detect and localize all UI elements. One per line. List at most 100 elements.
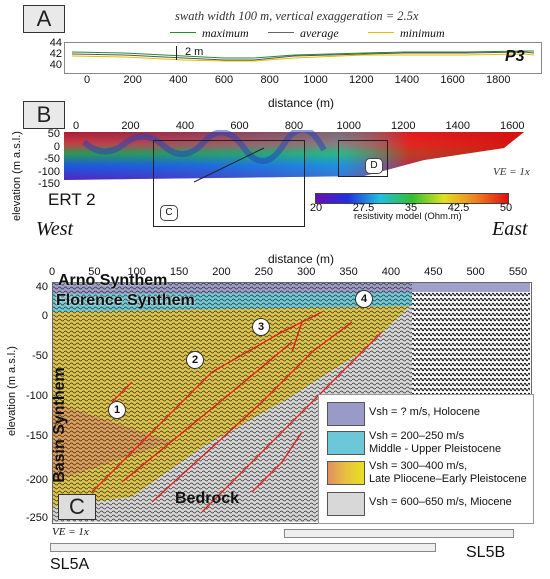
inset-d-tag: D <box>365 158 383 174</box>
panel-a-x-tick: 1200 <box>349 74 374 86</box>
line-sl5b-label: SL5B <box>466 544 506 561</box>
east-label: East <box>492 218 528 240</box>
legend-average: average <box>300 26 339 40</box>
legend-swatch-pleistocene <box>327 431 365 455</box>
panel-c-y-tick: -250 <box>25 512 48 524</box>
panel-c-ve: VE = 1x <box>52 526 89 538</box>
panel-c-x-tick: 500 <box>466 266 485 278</box>
panel-c-x-tick: 200 <box>212 266 231 278</box>
panel-a-x-tick: 1800 <box>486 74 511 86</box>
inset-c-box[interactable] <box>153 140 305 227</box>
panel-c-y-ticks: 40 0 -50 -100 -150 -200 -250 <box>0 0 50 579</box>
west-label: West <box>36 218 74 240</box>
marker-1: 1 <box>108 401 126 419</box>
unit-florence-synthem: Florence Synthem <box>56 292 195 309</box>
legend-maximum-swatch <box>170 32 196 33</box>
panel-c-x-tick: 550 <box>508 266 528 278</box>
panel-c-y-tick: 40 <box>35 281 48 293</box>
colorbar-tick: 42.5 <box>447 202 470 214</box>
inset-d-box[interactable] <box>338 140 388 177</box>
panel-a-plot-frame <box>64 42 542 74</box>
unit-bedrock: Bedrock <box>175 490 240 507</box>
panel-b-x-tick: 1400 <box>445 120 470 132</box>
panel-c-y-tick: -150 <box>25 430 48 442</box>
legend-minimum-swatch <box>368 32 394 33</box>
panel-b-y-tick: -100 <box>37 165 60 178</box>
panel-c-x-tick: 250 <box>254 266 273 278</box>
resistivity-colorbar <box>315 193 509 204</box>
panel-c-xlabel: distance (m) <box>268 252 335 266</box>
line-sl5b-bar <box>284 529 514 538</box>
panel-a-xlabel: distance (m) <box>268 96 335 110</box>
unit-basin-synthem-box: Basin Synthem <box>40 366 68 486</box>
legend-miocene-line1: Vsh = 600–650 m/s, Miocene <box>369 496 512 508</box>
panel-a-profile-lines <box>71 50 535 62</box>
panel-c-x-tick: 150 <box>169 266 189 278</box>
panel-b-y-tick: 0 <box>53 140 60 153</box>
panel-a-x-tick: 400 <box>169 74 188 86</box>
panel-b-ve: VE = 1x <box>493 166 530 178</box>
colorbar-tick: 35 <box>404 202 418 214</box>
panel-a-label: A <box>23 5 65 33</box>
panel-b-y-tick: -50 <box>44 153 60 165</box>
colorbar-tick: 20 <box>309 202 323 214</box>
panel-b-x-tick: 400 <box>175 120 195 132</box>
panel-a-x-tick: 1600 <box>440 74 465 86</box>
legend-pliocene-line1: Vsh = 300–400 m/s, <box>369 460 468 472</box>
panel-c-x-ticks: 0 50 100 150 200 250 300 350 400 450 500 550 <box>0 266 550 280</box>
panel-c-x-tick: 400 <box>381 266 401 278</box>
panel-a-x-tick: 600 <box>214 74 234 86</box>
inset-c-tag: C <box>160 205 178 221</box>
ert-resistivity-section <box>64 130 524 183</box>
velocity-legend: Vsh = ? m/s, Holocene Vsh = 200–250 m/s … <box>318 394 534 524</box>
legend-swatch-holocene <box>327 402 365 426</box>
legend-pliocene: Vsh = 300–400 m/s, Late Pliocene–Early P… <box>369 460 527 486</box>
colorbar-tick: 27.5 <box>352 202 375 214</box>
panel-b-x-tick: 1000 <box>336 120 361 132</box>
panel-b-label: B <box>23 101 65 129</box>
legend-miocene: Vsh = 600–650 m/s, Miocene <box>369 496 512 509</box>
panel-a-x-tick: 800 <box>260 74 279 86</box>
line-sl5a-bar <box>50 543 436 552</box>
panel-b-x-tick: 0 <box>72 120 80 132</box>
panel-c-x-tick: 100 <box>127 266 146 278</box>
panel-b-x-tick: 600 <box>230 120 249 132</box>
panel-a-x-tick: 0 <box>83 74 91 86</box>
legend-maximum: maximum <box>202 26 249 40</box>
panel-c-x-tick: 300 <box>296 266 316 278</box>
panel-a-x-tick: 1400 <box>394 74 420 86</box>
legend-pleistocene: Vsh = 200–250 m/s Middle - Upper Pleisto… <box>369 430 501 456</box>
legend-average-swatch <box>268 32 294 33</box>
panel-a-profile-name: P3 <box>505 48 525 65</box>
legend-holocene: Vsh = ? m/s, Holocene <box>369 406 480 419</box>
panel-a-y-ticks: 44 42 40 <box>40 38 62 71</box>
panel-a-x-tick: 200 <box>123 74 142 86</box>
panel-c-y-tick: -200 <box>25 474 48 486</box>
panel-a-x-tick: 1000 <box>303 74 328 86</box>
panel-b-x-tick: 800 <box>284 120 304 132</box>
unit-basin-synthem: Basin Synthem <box>51 367 68 483</box>
panel-a-y-tick: 40 <box>49 59 62 71</box>
panel-c-x-tick: 50 <box>88 266 101 278</box>
marker-3: 3 <box>252 318 270 336</box>
panel-b-x-ticks: 0 200 400 600 800 1000 1200 1400 1600 <box>0 120 550 134</box>
marker-2: 2 <box>186 351 204 369</box>
panel-b-x-tick: 1600 <box>500 120 525 132</box>
panel-a-legend: maximum average minimum <box>170 26 500 40</box>
legend-holocene-line1: Vsh = ? m/s, Holocene <box>369 406 480 418</box>
panel-c-label: C <box>58 494 96 520</box>
panel-c-x-tick: 0 <box>48 266 56 278</box>
line-sl5a-label: SL5A <box>50 556 90 573</box>
panel-b-y-ticks: 50 0 -50 -100 -150 <box>30 128 60 191</box>
panel-a-caption: swath width 100 m, vertical exaggeration… <box>175 9 419 23</box>
panel-a-x-ticks: 0 200 400 600 800 1000 1200 1400 1600 1800 <box>0 74 550 88</box>
legend-pleistocene-line1: Vsh = 200–250 m/s <box>369 430 465 442</box>
colorbar-ticks: 20 27.5 35 42.5 50 <box>0 202 550 214</box>
panel-b-y-tick: 50 <box>47 128 60 140</box>
panel-a-y-tick: 42 <box>49 48 62 60</box>
panel-b-y-tick: -150 <box>37 178 60 190</box>
panel-b-x-tick: 200 <box>121 120 140 132</box>
panel-a-scale-bar <box>176 46 177 60</box>
legend-swatch-pliocene <box>327 461 365 485</box>
panel-c-y-tick: 0 <box>41 310 48 322</box>
